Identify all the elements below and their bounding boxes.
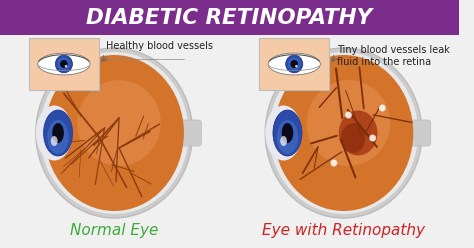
- Ellipse shape: [47, 120, 69, 154]
- Circle shape: [295, 65, 298, 67]
- Text: DIABETIC RETINOPATHY: DIABETIC RETINOPATHY: [86, 8, 373, 28]
- Ellipse shape: [339, 111, 377, 155]
- Circle shape: [379, 104, 386, 112]
- Circle shape: [345, 112, 352, 119]
- Circle shape: [288, 57, 301, 71]
- Ellipse shape: [265, 48, 422, 218]
- Ellipse shape: [341, 123, 365, 153]
- FancyBboxPatch shape: [259, 38, 329, 90]
- Ellipse shape: [36, 48, 192, 218]
- Ellipse shape: [52, 123, 64, 143]
- Circle shape: [57, 57, 70, 71]
- Ellipse shape: [269, 52, 418, 214]
- Circle shape: [291, 60, 298, 68]
- Ellipse shape: [265, 105, 302, 160]
- Ellipse shape: [51, 136, 57, 146]
- Ellipse shape: [44, 110, 73, 156]
- Circle shape: [286, 55, 303, 73]
- Circle shape: [60, 60, 68, 68]
- FancyBboxPatch shape: [29, 38, 99, 90]
- Ellipse shape: [273, 110, 302, 156]
- FancyBboxPatch shape: [406, 120, 431, 146]
- Ellipse shape: [38, 53, 90, 75]
- Ellipse shape: [307, 80, 390, 166]
- FancyBboxPatch shape: [176, 120, 201, 146]
- Ellipse shape: [40, 52, 189, 214]
- FancyBboxPatch shape: [0, 0, 459, 35]
- Circle shape: [65, 65, 67, 67]
- Text: Healthy blood vessels: Healthy blood vessels: [107, 41, 213, 51]
- Text: Normal Eye: Normal Eye: [70, 222, 158, 238]
- Ellipse shape: [45, 55, 184, 211]
- Circle shape: [330, 159, 337, 166]
- Text: Tiny blood vessels leak
fluid into the retina: Tiny blood vessels leak fluid into the r…: [337, 45, 450, 67]
- Ellipse shape: [268, 53, 320, 75]
- Ellipse shape: [282, 123, 293, 143]
- Ellipse shape: [280, 136, 287, 146]
- Ellipse shape: [36, 105, 73, 160]
- Ellipse shape: [274, 55, 413, 211]
- Text: Eye with Retinopathy: Eye with Retinopathy: [262, 222, 425, 238]
- Circle shape: [55, 55, 73, 73]
- Ellipse shape: [277, 120, 298, 154]
- Circle shape: [369, 134, 376, 142]
- Ellipse shape: [77, 80, 161, 166]
